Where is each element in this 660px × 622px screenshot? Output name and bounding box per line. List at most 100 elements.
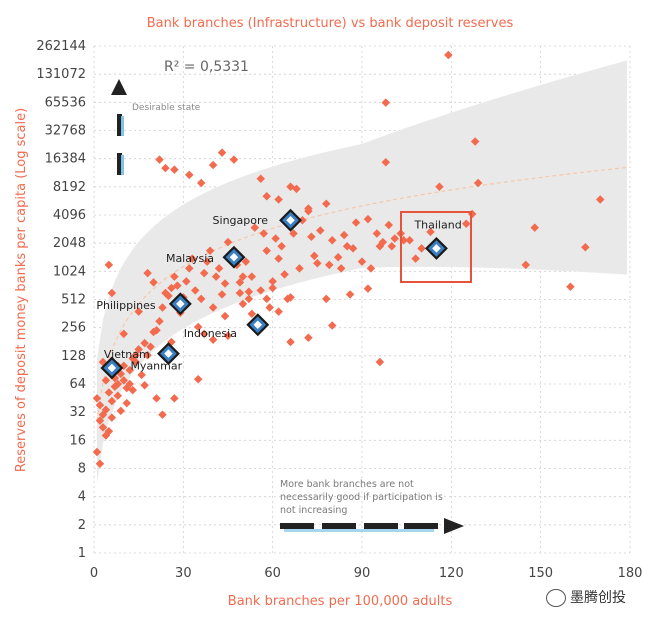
data-point bbox=[164, 291, 173, 301]
data-point bbox=[101, 405, 111, 414]
participation-note: More bank branches are not necessarily g… bbox=[280, 479, 443, 516]
y-tick-label: 8 bbox=[78, 462, 86, 477]
data-point bbox=[220, 311, 230, 321]
data-point bbox=[277, 241, 286, 251]
data-point bbox=[271, 234, 280, 243]
y-tick-label: 512 bbox=[61, 293, 86, 308]
data-point bbox=[134, 345, 143, 354]
data-point bbox=[137, 370, 146, 380]
r-squared-annotation: R² = 0,5331 bbox=[164, 59, 249, 75]
data-point bbox=[286, 293, 295, 302]
country-label: Philippines bbox=[96, 299, 156, 312]
data-point bbox=[244, 287, 254, 296]
data-point bbox=[566, 282, 575, 292]
data-point bbox=[268, 277, 277, 286]
data-point bbox=[104, 260, 114, 270]
country-label: Myanmar bbox=[130, 360, 182, 373]
x-axis-title: Bank branches per 100,000 adults bbox=[228, 594, 453, 609]
data-point bbox=[193, 322, 203, 332]
thailand-highlight-box bbox=[400, 211, 472, 283]
y-tick-label: 16384 bbox=[45, 152, 86, 167]
data-point bbox=[92, 394, 102, 403]
data-point bbox=[325, 260, 334, 270]
highlight-thailand: Thailand bbox=[413, 218, 462, 260]
data-point bbox=[193, 374, 203, 384]
y-tick-label: 256 bbox=[61, 321, 86, 336]
data-point bbox=[262, 294, 271, 304]
data-point bbox=[381, 98, 391, 107]
data-point bbox=[521, 260, 531, 270]
data-point bbox=[357, 257, 367, 266]
x-tick-label: 180 bbox=[618, 566, 643, 581]
country-label: Malaysia bbox=[166, 252, 214, 265]
x-tick-label: 120 bbox=[439, 566, 464, 581]
y-tick-label: 32768 bbox=[45, 124, 86, 139]
data-point bbox=[336, 264, 346, 273]
watermark: 墨腾创投 bbox=[546, 587, 626, 607]
data-point bbox=[274, 307, 283, 316]
data-point bbox=[417, 244, 426, 253]
data-point bbox=[384, 220, 394, 230]
desirable-arrow bbox=[111, 79, 127, 175]
data-point bbox=[199, 329, 209, 339]
data-point bbox=[128, 385, 137, 395]
data-point bbox=[95, 400, 105, 410]
data-point bbox=[220, 279, 230, 288]
data-point bbox=[259, 229, 268, 238]
data-point bbox=[173, 281, 182, 290]
data-point bbox=[134, 307, 143, 316]
arrow-dash bbox=[322, 523, 356, 529]
data-point bbox=[322, 199, 331, 209]
y-tick-label: 1 bbox=[78, 546, 86, 561]
x-tick-label: 60 bbox=[264, 566, 281, 581]
y-tick-label: 1024 bbox=[53, 264, 86, 279]
data-point bbox=[202, 257, 212, 266]
y-tick-label: 16 bbox=[69, 433, 86, 448]
data-point bbox=[104, 427, 114, 436]
data-point bbox=[390, 234, 399, 243]
data-point bbox=[98, 423, 108, 432]
data-point bbox=[256, 286, 265, 295]
data-points bbox=[92, 50, 605, 468]
highlight-vietnam: Vietnam bbox=[100, 348, 150, 380]
data-point bbox=[435, 182, 444, 192]
watermark-text: 墨腾创投 bbox=[570, 590, 626, 606]
data-point bbox=[131, 357, 140, 367]
data-point bbox=[247, 272, 257, 281]
y-tick-label: 65536 bbox=[45, 95, 86, 110]
wechat-icon bbox=[546, 589, 566, 607]
data-point bbox=[208, 303, 218, 312]
data-point bbox=[196, 178, 206, 188]
data-point bbox=[280, 270, 289, 279]
chart-title: Bank branches (Infrastructure) vs bank d… bbox=[147, 16, 514, 31]
data-point bbox=[345, 290, 355, 299]
x-axis-ticks: 0 30 60 90 120 150 180 bbox=[90, 566, 643, 581]
up-arrow-head-icon bbox=[111, 79, 127, 95]
y-axis-ticks: 1 2 4 8 16 32 64 128 256 512 1024 2048 4096 8192 16384… bbox=[36, 39, 86, 561]
data-point bbox=[339, 230, 349, 240]
data-point bbox=[444, 50, 453, 60]
data-point bbox=[262, 191, 271, 201]
data-point bbox=[217, 290, 227, 299]
y-tick-label: 262144 bbox=[36, 39, 86, 54]
data-point bbox=[295, 264, 304, 273]
data-point bbox=[119, 329, 129, 339]
data-point bbox=[473, 178, 483, 188]
y-tick-label: 2 bbox=[78, 518, 86, 533]
data-point bbox=[158, 410, 167, 420]
data-point bbox=[170, 272, 179, 281]
data-point bbox=[158, 303, 167, 312]
data-point bbox=[185, 170, 194, 180]
data-point bbox=[247, 309, 257, 319]
right-arrow-head-icon bbox=[444, 518, 464, 534]
data-point bbox=[149, 278, 158, 287]
data-point bbox=[426, 227, 435, 237]
data-point bbox=[372, 229, 382, 238]
y-tick-label: 131072 bbox=[36, 67, 86, 82]
data-point bbox=[92, 447, 102, 457]
confidence-band bbox=[96, 60, 628, 483]
x-tick-label: 0 bbox=[90, 566, 98, 581]
highlight-philippines: Philippines bbox=[96, 292, 192, 316]
data-point bbox=[119, 376, 129, 385]
